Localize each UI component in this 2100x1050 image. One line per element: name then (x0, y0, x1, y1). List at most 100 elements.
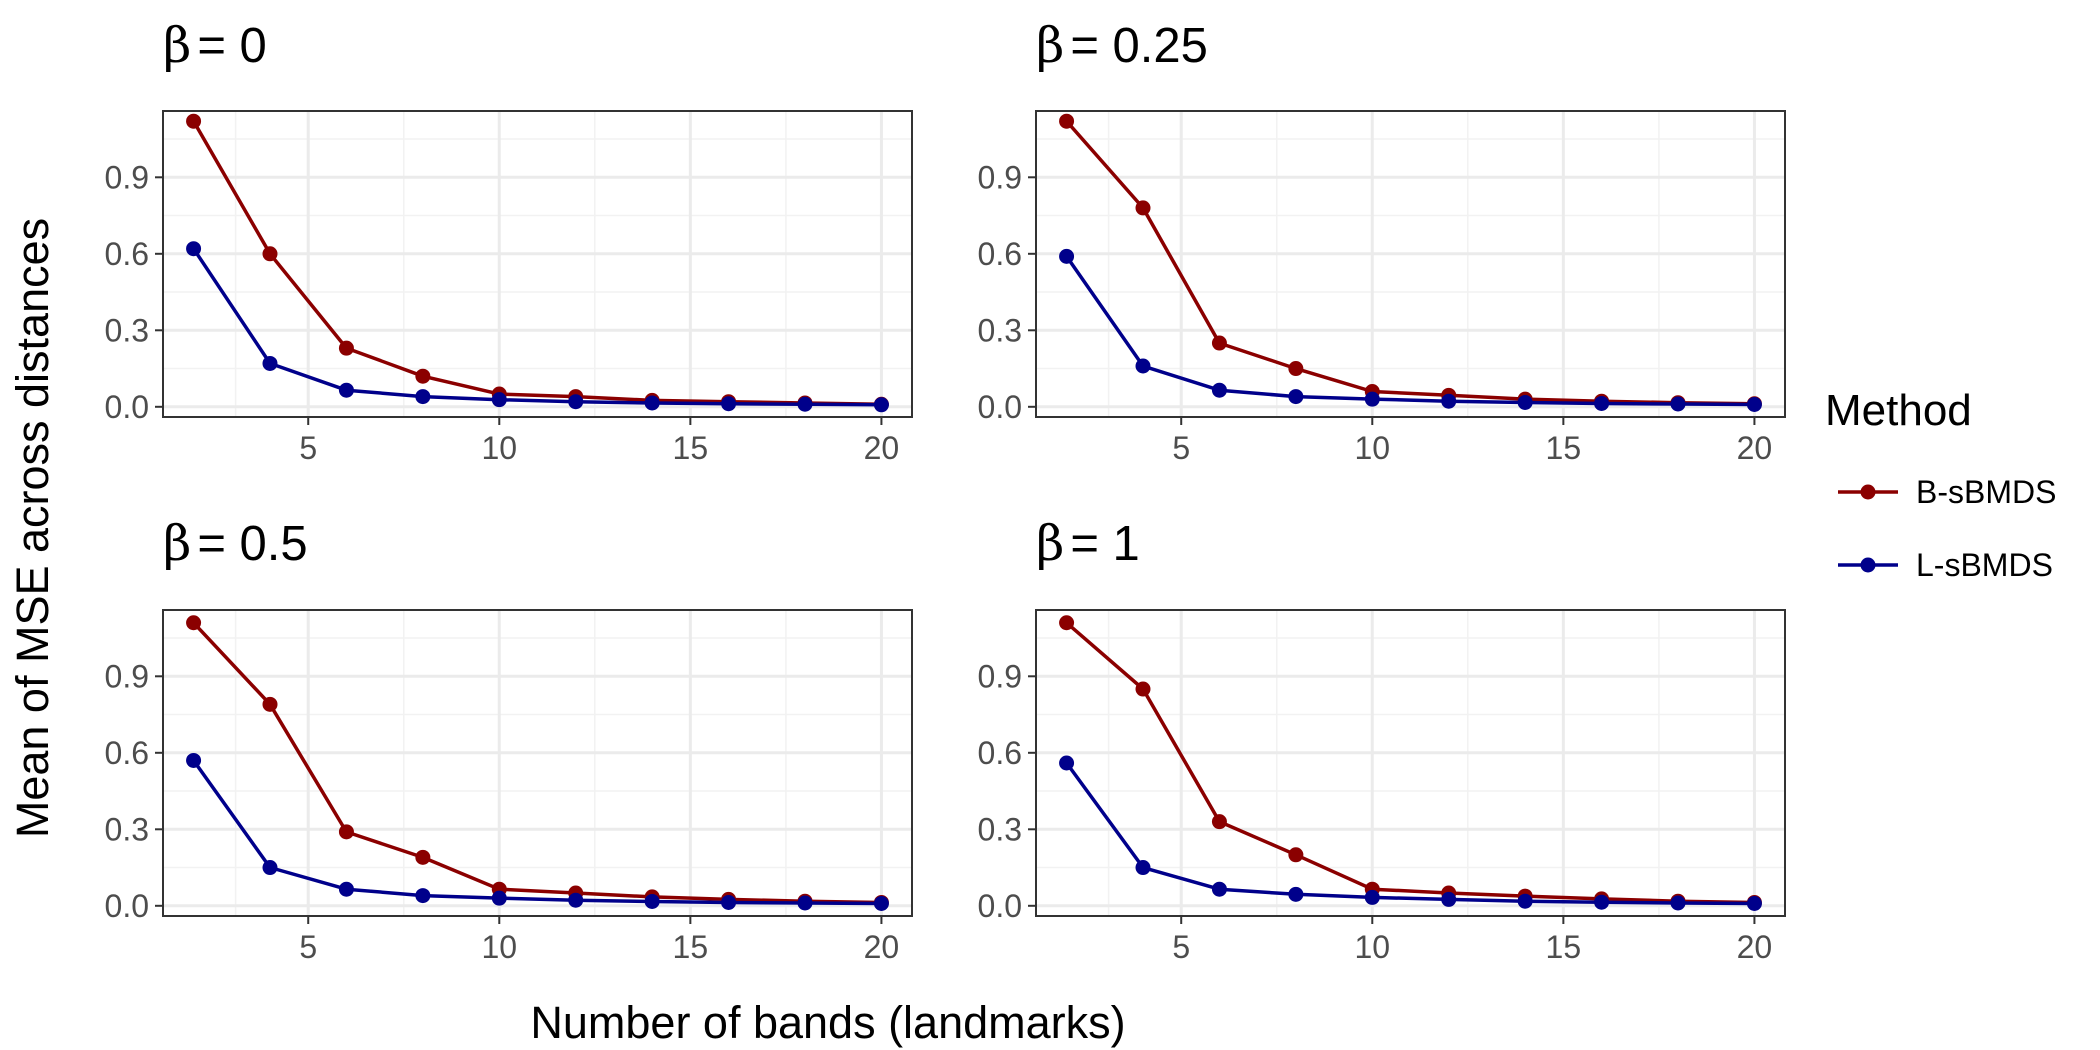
panel-border (162, 609, 913, 917)
series-line-l-sbmds (192, 759, 882, 906)
data-point-b-sbmds (1059, 113, 1075, 129)
data-point-b-sbmds (1211, 335, 1227, 351)
legend-entry-b-sbmds: B-sBMDS (1838, 474, 2056, 510)
panel-title-value: = 0 (197, 19, 266, 73)
data-point-b-sbmds (1135, 681, 1151, 697)
legend-label-b-sbmds: B-sBMDS (1916, 474, 2056, 510)
data-point-l-sbmds (873, 896, 889, 912)
panel-border (162, 110, 913, 418)
panel-title-value: = 1 (1070, 517, 1139, 571)
data-point-l-sbmds (568, 892, 584, 908)
x-tick-label: 5 (1172, 430, 1190, 466)
data-point-l-sbmds (1594, 395, 1610, 411)
panel-border (1035, 110, 1786, 418)
data-point-b-sbmds (262, 246, 278, 262)
data-point-l-sbmds (1517, 394, 1533, 410)
data-point-b-sbmds (415, 849, 431, 865)
legend: Method B-sBMDS L-sBMDS (1825, 386, 2056, 583)
data-point-b-sbmds (1135, 200, 1151, 216)
panel-title: β = 0.5 (163, 515, 308, 572)
data-point-l-sbmds (1670, 895, 1686, 911)
data-point-b-sbmds (338, 340, 354, 356)
data-point-b-sbmds (1059, 615, 1075, 631)
data-point-l-sbmds (415, 888, 431, 904)
data-point-l-sbmds (338, 382, 354, 398)
panel-title: β = 0.25 (1036, 17, 1208, 74)
legend-key-point-l-sbmds (1860, 557, 1876, 573)
x-tick-label: 20 (1737, 430, 1773, 466)
x-tick-label: 10 (481, 929, 517, 965)
panel-title-beta: β (163, 17, 191, 74)
panel-title-beta: β (163, 515, 191, 572)
series-line-b-sbmds (1065, 120, 1755, 406)
legend-entry-l-sbmds: L-sBMDS (1838, 547, 2053, 583)
data-point-l-sbmds (1135, 358, 1151, 374)
data-point-b-sbmds (1288, 847, 1304, 863)
data-point-l-sbmds (1441, 393, 1457, 409)
data-point-l-sbmds (797, 895, 813, 911)
panel-background (163, 111, 912, 417)
data-point-l-sbmds (338, 881, 354, 897)
x-tick-label: 15 (673, 929, 709, 965)
data-point-b-sbmds (262, 696, 278, 712)
data-point-l-sbmds (1594, 894, 1610, 910)
y-tick-label: 0.3 (978, 811, 1022, 847)
data-point-l-sbmds (186, 752, 202, 768)
y-tick-label: 0.9 (105, 159, 149, 195)
y-tick-label: 0.6 (105, 236, 149, 272)
x-tick-label: 20 (864, 430, 900, 466)
panel-2: 5 10 15 20 0.0 0.3 0.6 0.9 β = 0.25 (978, 17, 1786, 466)
series-line-l-sbmds (192, 247, 882, 407)
panel-4: 5 10 15 20 0.0 0.3 0.6 0.9 β = 1 (978, 515, 1786, 965)
y-tick-label: 0.0 (105, 888, 149, 924)
data-point-l-sbmds (262, 860, 278, 876)
data-point-l-sbmds (491, 392, 507, 408)
data-point-b-sbmds (338, 824, 354, 840)
panel-background (163, 610, 912, 916)
data-point-b-sbmds (415, 368, 431, 384)
data-point-b-sbmds (186, 113, 202, 129)
x-tick-label: 10 (1354, 430, 1390, 466)
panel-title-beta: β (1036, 515, 1064, 572)
data-point-l-sbmds (186, 241, 202, 257)
data-point-l-sbmds (1288, 886, 1304, 902)
x-tick-label: 15 (1546, 929, 1582, 965)
data-point-l-sbmds (1364, 391, 1380, 407)
data-point-l-sbmds (1211, 382, 1227, 398)
data-point-l-sbmds (262, 355, 278, 371)
data-point-l-sbmds (568, 394, 584, 410)
data-point-l-sbmds (644, 893, 660, 909)
legend-label-l-sbmds: L-sBMDS (1916, 547, 2053, 583)
data-point-l-sbmds (491, 890, 507, 906)
data-point-l-sbmds (1441, 891, 1457, 907)
chart-panels: 5 10 15 200.00.30.60.9β = 05 10 15 200.00.30.60… (105, 17, 1786, 965)
data-point-l-sbmds (721, 894, 737, 910)
y-tick-label: 0.0 (978, 888, 1022, 924)
y-tick-label: 0.0 (978, 389, 1022, 425)
data-point-l-sbmds (797, 396, 813, 412)
data-point-l-sbmds (1364, 889, 1380, 905)
y-tick-label: 0.0 (105, 389, 149, 425)
panel-background (1036, 111, 1785, 417)
x-axis-title: Number of bands (landmarks) (530, 997, 1125, 1048)
x-tick-label: 5 (299, 430, 317, 466)
data-point-l-sbmds (1746, 896, 1762, 912)
data-point-b-sbmds (1288, 361, 1304, 377)
y-tick-label: 0.9 (978, 658, 1022, 694)
data-point-l-sbmds (644, 395, 660, 411)
panel-title-beta: β (1036, 17, 1064, 74)
data-point-l-sbmds (1517, 893, 1533, 909)
data-point-b-sbmds (1211, 814, 1227, 830)
y-tick-label: 0.3 (105, 811, 149, 847)
x-tick-label: 15 (673, 430, 709, 466)
y-tick-label: 0.9 (978, 159, 1022, 195)
y-tick-label: 0.6 (978, 236, 1022, 272)
data-point-l-sbmds (721, 396, 737, 412)
x-tick-label: 10 (1354, 929, 1390, 965)
x-tick-label: 5 (299, 929, 317, 965)
legend-key-point-b-sbmds (1860, 484, 1876, 500)
x-tick-label: 20 (864, 929, 900, 965)
legend-title: Method (1825, 386, 1972, 435)
panel-3: 5 10 15 20 0.0 0.3 0.6 0.9 β = 0.5 (105, 515, 913, 965)
